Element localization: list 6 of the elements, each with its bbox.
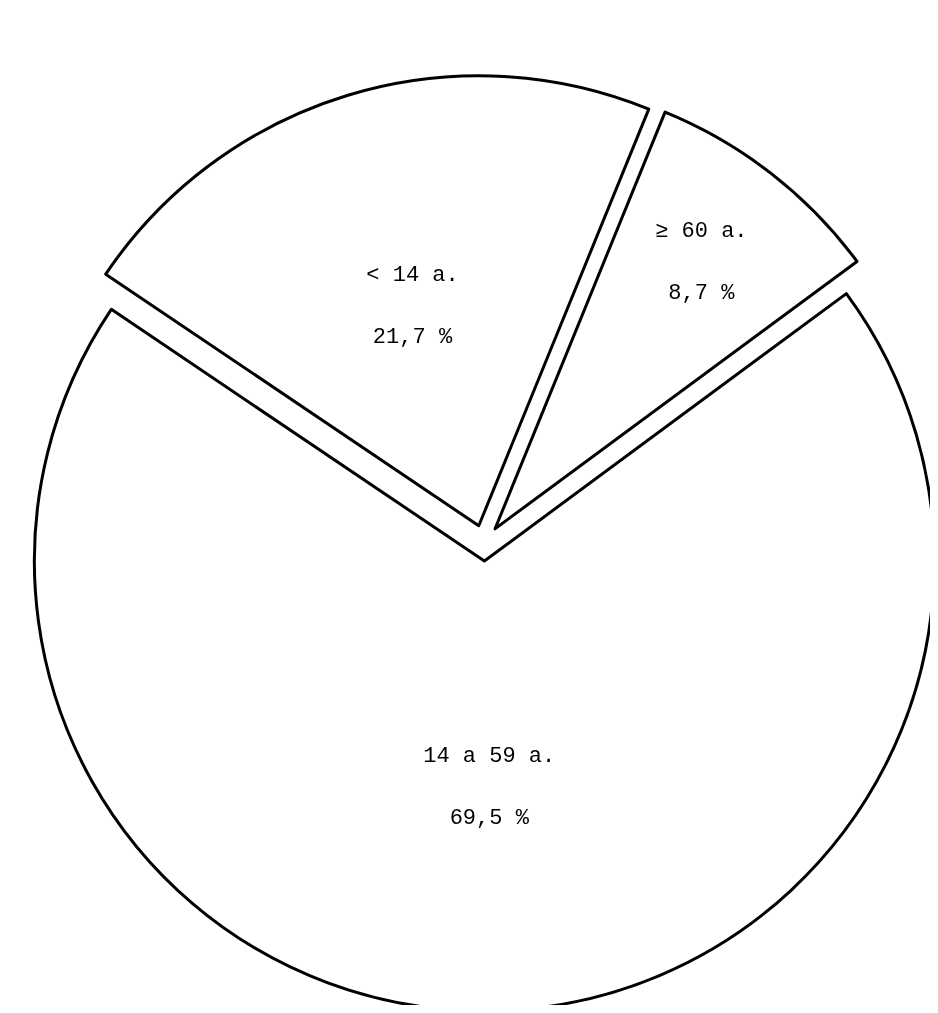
slice-label: ≥ 60 a. xyxy=(655,219,748,245)
data-label: 69,5 % xyxy=(449,806,530,832)
slice-label: 14 a 59 a. xyxy=(423,744,556,770)
slice-label: < 14 a. xyxy=(366,263,459,289)
data-label: 21,7 % xyxy=(372,325,453,351)
data-label: 8,7 % xyxy=(668,281,736,307)
